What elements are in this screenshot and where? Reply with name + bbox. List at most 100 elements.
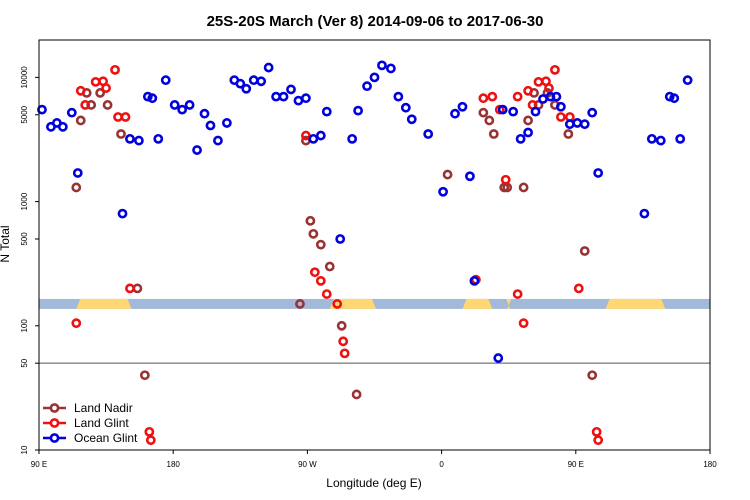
ocean-glint-point xyxy=(523,127,533,138)
ocean-glint-point xyxy=(664,91,675,102)
land-nadir-point xyxy=(116,129,126,139)
ocean-glint-point xyxy=(321,106,332,117)
ocean-glint-point xyxy=(37,104,47,115)
land-nadir-point xyxy=(324,261,335,272)
land-glint-point xyxy=(71,318,82,329)
ocean-glint-point xyxy=(308,133,319,144)
ocean-glint-point xyxy=(450,108,460,119)
ocean-glint-point xyxy=(335,234,346,244)
land-nadir-point xyxy=(75,115,86,126)
ocean-glint-point xyxy=(263,62,274,73)
ocean-glint-point xyxy=(593,168,604,178)
land-nadir-point xyxy=(71,182,82,193)
land-nadir-point xyxy=(442,169,453,180)
ocean-glint-point xyxy=(438,186,448,197)
ocean-glint-point xyxy=(278,91,289,102)
ocean-glint-point xyxy=(572,118,583,128)
ocean-glint-point xyxy=(555,101,566,112)
ocean-glint-point xyxy=(369,72,380,83)
ocean-glint-point xyxy=(457,101,468,112)
land-nadir-point xyxy=(305,215,316,226)
ocean-glint-point xyxy=(362,81,372,92)
ocean-glint-point xyxy=(400,102,411,113)
x-tick-label: 90 W xyxy=(298,460,317,469)
land-nadir-point xyxy=(315,239,326,250)
ocean-glint-point xyxy=(213,135,223,146)
ocean-glint-point xyxy=(160,75,171,86)
land-glint-point xyxy=(309,267,320,278)
ocean-glint-point xyxy=(406,114,417,125)
land-glint-point xyxy=(321,289,332,299)
land-glint-point xyxy=(500,174,511,185)
land-glint-point xyxy=(301,130,311,141)
land-segment xyxy=(605,298,666,309)
ocean-glint-point xyxy=(142,91,153,102)
chart-title: 25S-20S March (Ver 8) 2014-09-06 to 2017… xyxy=(207,13,544,30)
plot-frame xyxy=(38,39,711,451)
y-tick-label: 100 xyxy=(20,319,29,333)
land-glint-point xyxy=(90,76,101,87)
x-tick-label: 90 E xyxy=(31,460,47,469)
x-tick-label: 90 E xyxy=(568,460,584,469)
land-glint-point xyxy=(591,426,602,437)
ocean-glint-point xyxy=(153,133,164,144)
y-tick-label: 10000 xyxy=(20,66,29,89)
x-tick-label: 180 xyxy=(703,460,717,469)
ocean-glint-point xyxy=(377,60,387,71)
land-glint-point xyxy=(550,64,560,75)
ocean-glint-point xyxy=(353,105,363,116)
ocean-glint-point xyxy=(169,100,180,110)
ocean-glint-point xyxy=(235,78,246,89)
land-glint-point xyxy=(144,426,155,437)
land-segment xyxy=(506,298,512,309)
land-glint-point xyxy=(125,283,135,294)
land-nadir-point xyxy=(132,283,143,294)
land-nadir-point xyxy=(308,228,319,239)
y-tick-label: 50 xyxy=(20,358,29,367)
ocean-glint-point xyxy=(393,91,404,102)
land-glint-point xyxy=(573,283,584,294)
land-segment xyxy=(462,298,493,309)
ocean-glint-point xyxy=(248,75,259,86)
ocean-glint-point xyxy=(465,171,475,182)
land-nadir-point xyxy=(579,246,590,256)
ocean-glint-point xyxy=(117,208,128,219)
ocean-glint-point xyxy=(199,108,210,119)
ocean-glint-point xyxy=(493,353,504,363)
ocean-glint-point xyxy=(286,84,296,95)
land-nadir-point xyxy=(523,115,533,126)
ocean-glint-point xyxy=(347,133,358,144)
land-glint-point xyxy=(332,299,343,309)
ocean-glint-point xyxy=(256,76,267,87)
ocean-glint-point xyxy=(134,135,144,146)
land-ocean-strip xyxy=(39,298,710,309)
land-nadir-point xyxy=(139,370,150,381)
y-tick-label: 5000 xyxy=(20,105,29,123)
ocean-glint-point xyxy=(682,75,693,86)
ocean-glint-point xyxy=(221,118,232,128)
ocean-glint-point xyxy=(293,95,304,106)
land-glint-point xyxy=(512,289,523,299)
ocean-glint-point xyxy=(72,168,83,178)
ocean-glint-point xyxy=(192,145,202,155)
ocean-glint-point xyxy=(646,133,657,144)
land-glint-legend-marker xyxy=(49,418,60,428)
data-points xyxy=(37,60,693,446)
x-axis-label: Longitude (deg E) xyxy=(326,476,421,490)
land-glint-point xyxy=(487,91,498,102)
ocean-glint-point xyxy=(551,91,562,102)
land-nadir-legend-marker xyxy=(49,403,60,413)
land-glint-point xyxy=(523,85,533,96)
ocean-glint-point xyxy=(177,104,188,115)
y-axis-label: N Total xyxy=(0,225,12,262)
land-glint-point xyxy=(110,64,120,75)
ocean-glint-point xyxy=(125,133,135,144)
ocean-glint-point xyxy=(147,93,158,104)
x-tick-label: 180 xyxy=(167,460,181,469)
land-glint-point xyxy=(75,85,86,96)
land-glint-legend-label: Land Glint xyxy=(74,416,129,430)
ocean-glint-point xyxy=(301,93,311,104)
land-nadir-point xyxy=(518,182,529,193)
